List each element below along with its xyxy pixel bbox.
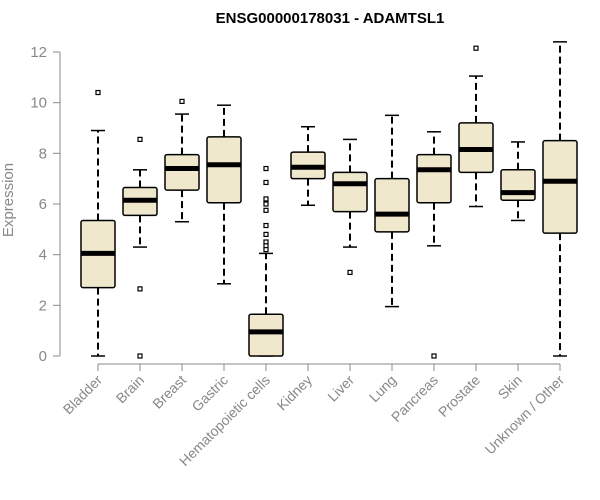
iqr-box [542, 139, 578, 234]
x-tick-label: Lung [366, 372, 399, 405]
outlier-point [263, 179, 269, 186]
chart-title: ENSG00000178031 - ADAMTSL1 [216, 10, 445, 27]
iqr-box [248, 313, 284, 357]
y-tick-label: 4 [39, 247, 47, 264]
box-bladder [80, 89, 116, 357]
box-lung [374, 114, 410, 308]
y-axis: 0 2 4 6 8 10 12 [30, 44, 61, 365]
outlier-point [137, 136, 143, 142]
outlier-point [263, 222, 269, 229]
x-tick-label: Pancreas [388, 372, 441, 425]
box-gastric [206, 104, 242, 285]
outlier-point [137, 286, 143, 292]
outlier-point [431, 353, 437, 359]
box-hematopoietic-cells [248, 165, 284, 357]
y-tick-label: 8 [39, 145, 47, 162]
box-skin [500, 141, 536, 222]
iqr-box [332, 171, 368, 213]
outlier-point [263, 231, 269, 237]
y-tick-label: 2 [39, 297, 47, 314]
outlier-point [263, 207, 269, 213]
box-kidney [290, 125, 326, 207]
iqr-box [416, 153, 452, 204]
box-breast [164, 98, 200, 223]
y-tick-label: 10 [30, 95, 47, 112]
iqr-box [374, 177, 410, 233]
outlier-point [263, 247, 269, 253]
box-liver [332, 138, 368, 275]
iqr-box [164, 153, 200, 191]
box-unknown-other [542, 41, 578, 357]
outlier-point [179, 98, 185, 105]
x-tick-label: Liver [324, 372, 357, 405]
x-tick-label: Prostate [435, 372, 483, 420]
y-tick-label: 0 [39, 348, 47, 365]
outlier-point [263, 165, 269, 172]
outlier-point [137, 353, 143, 359]
y-tick-label: 6 [39, 196, 47, 213]
x-tick-label: Brain [113, 372, 147, 406]
iqr-box [500, 169, 536, 201]
box-pancreas [416, 131, 452, 359]
x-tick-label: Kidney [274, 372, 316, 414]
box-brain [122, 136, 158, 359]
outlier-point [263, 196, 269, 202]
outlier-point [95, 89, 101, 96]
x-tick-label: Unknown / Other [482, 372, 568, 458]
iqr-box [206, 136, 242, 204]
outlier-point [473, 45, 479, 51]
box-prostate [458, 45, 494, 208]
y-tick-label: 12 [30, 44, 47, 61]
x-tick-label: Skin [495, 372, 526, 403]
outlier-point [263, 201, 269, 207]
x-tick-label: Bladder [60, 372, 106, 418]
x-tick-label: Breast [149, 372, 189, 412]
outlier-point [347, 269, 353, 275]
y-axis-label: Expression [0, 163, 17, 237]
box-series [80, 41, 578, 359]
